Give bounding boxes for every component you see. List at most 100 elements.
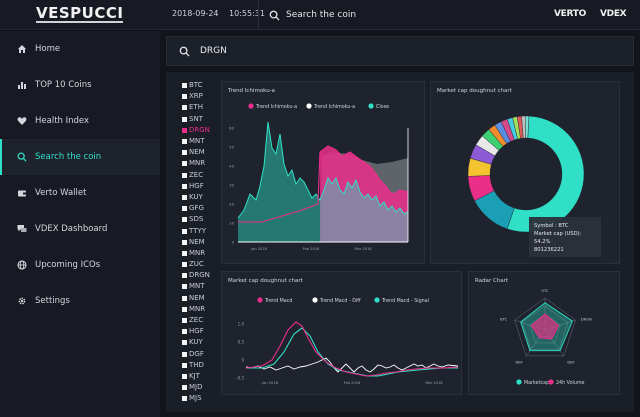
coin-list-item[interactable]: TTYY bbox=[182, 225, 218, 236]
coin-list-item[interactable]: THD bbox=[182, 360, 218, 371]
checkbox-icon[interactable] bbox=[182, 105, 187, 111]
coin-symbol: MNR bbox=[189, 248, 206, 257]
coin-list-item[interactable]: HGF bbox=[182, 326, 218, 337]
coin-list-item[interactable]: HGF bbox=[182, 181, 218, 192]
coin-symbol: NEM bbox=[189, 148, 205, 157]
coin-list-item[interactable]: ETH bbox=[182, 102, 218, 113]
checkbox-icon[interactable] bbox=[182, 127, 187, 133]
coin-list-item[interactable]: MNR bbox=[182, 248, 218, 259]
radar-axis-label: VTC bbox=[542, 289, 549, 293]
coin-list-item[interactable]: SNT bbox=[182, 114, 218, 125]
coin-list-item[interactable]: DGF bbox=[182, 349, 218, 360]
checkbox-icon[interactable] bbox=[182, 340, 187, 346]
coin-search-input[interactable]: DRGN bbox=[166, 36, 634, 66]
coin-list-item[interactable]: DRGN bbox=[182, 125, 218, 136]
macd-line bbox=[245, 321, 459, 377]
y-tick-label: 10 bbox=[229, 221, 234, 226]
checkbox-icon[interactable] bbox=[182, 139, 187, 145]
checkbox-icon[interactable] bbox=[182, 262, 187, 268]
checkbox-icon[interactable] bbox=[182, 228, 187, 234]
y-tick-label: 0.5 bbox=[238, 340, 245, 345]
top-search-button[interactable]: Search the coin bbox=[258, 0, 356, 30]
checkbox-icon[interactable] bbox=[182, 194, 187, 200]
checkbox-icon[interactable] bbox=[182, 161, 187, 167]
coin-list-item[interactable]: SDS bbox=[182, 214, 218, 225]
coin-list-item[interactable]: MNT bbox=[182, 136, 218, 147]
checkbox-icon[interactable] bbox=[182, 150, 187, 156]
checkbox-icon[interactable] bbox=[182, 239, 187, 245]
coin-symbol: GFG bbox=[189, 204, 204, 213]
checkbox-icon[interactable] bbox=[182, 94, 187, 100]
sidebar: Home TOP 10 Coins Health Index Search th… bbox=[0, 31, 160, 417]
coin-list-item[interactable]: NEM bbox=[182, 237, 218, 248]
legend-marker-icon bbox=[368, 103, 374, 109]
sidebar-item-search[interactable]: Search the coin bbox=[0, 139, 160, 175]
vdex-logo[interactable]: VDEX bbox=[600, 9, 627, 19]
logo[interactable]: VESPUCCI bbox=[36, 4, 124, 23]
coin-list-item[interactable]: MNR bbox=[182, 158, 218, 169]
coin-list-item[interactable]: GFG bbox=[182, 203, 218, 214]
checkbox-icon[interactable] bbox=[182, 351, 187, 357]
legend-marker-icon bbox=[374, 297, 380, 303]
coin-list-item[interactable]: XRP bbox=[182, 91, 218, 102]
sidebar-item-top10[interactable]: TOP 10 Coins bbox=[0, 67, 160, 103]
coin-list-item[interactable]: MNT bbox=[182, 281, 218, 292]
coin-list-item[interactable]: ZEC bbox=[182, 170, 218, 181]
checkbox-icon[interactable] bbox=[182, 217, 187, 223]
sidebar-item-wallet[interactable]: Verto Wallet bbox=[0, 175, 160, 211]
macd-chart: Trend Macd Trend Macd - Diff Trend Macd - … bbox=[236, 297, 459, 385]
coin-list-item[interactable]: KUY bbox=[182, 192, 218, 203]
x-tick-label: Jan 2018 bbox=[250, 247, 268, 251]
panel-title: Market cap doughnut chart bbox=[228, 278, 303, 284]
sidebar-item-label: VDEX Dashboard bbox=[35, 224, 108, 234]
y-tick-label: 30 bbox=[229, 183, 234, 188]
sidebar-item-vdex[interactable]: VDEX Dashboard bbox=[0, 211, 160, 247]
coin-list-item[interactable]: NEM bbox=[182, 147, 218, 158]
coin-symbol: MNR bbox=[189, 159, 206, 168]
checkbox-icon[interactable] bbox=[182, 284, 187, 290]
bar-chart-icon bbox=[16, 80, 28, 90]
checkbox-icon[interactable] bbox=[182, 396, 187, 402]
coin-list-item[interactable]: ZUC bbox=[182, 259, 218, 270]
tooltip-box bbox=[529, 217, 601, 257]
sidebar-item-icos[interactable]: Upcoming ICOs bbox=[0, 247, 160, 283]
sidebar-item-label: Home bbox=[35, 44, 61, 54]
sidebar-item-home[interactable]: Home bbox=[0, 31, 160, 67]
checkbox-icon[interactable] bbox=[182, 83, 187, 89]
ichimoku-a-line bbox=[238, 145, 409, 223]
coin-list-item[interactable]: KJT bbox=[182, 371, 218, 382]
coin-symbol: SDS bbox=[189, 215, 204, 224]
coin-list-item[interactable]: ZEC bbox=[182, 315, 218, 326]
checkbox-icon[interactable] bbox=[182, 373, 187, 379]
coin-list-item[interactable]: MJS bbox=[182, 393, 218, 404]
ichimoku-a-area bbox=[320, 146, 408, 242]
checkbox-icon[interactable] bbox=[182, 318, 187, 324]
checkbox-icon[interactable] bbox=[182, 295, 187, 301]
radar-axis-label: DRGN bbox=[581, 317, 592, 321]
checkbox-icon[interactable] bbox=[182, 329, 187, 335]
coin-list-item[interactable]: BTC bbox=[182, 80, 218, 91]
coin-list-item[interactable]: NEM bbox=[182, 293, 218, 304]
coin-list-item[interactable]: DRGN bbox=[182, 270, 218, 281]
sidebar-item-health[interactable]: Health Index bbox=[0, 103, 160, 139]
legend-marker-icon bbox=[257, 297, 263, 303]
sidebar-item-settings[interactable]: Settings bbox=[0, 283, 160, 319]
coin-symbol: MNT bbox=[189, 282, 205, 291]
coin-list-item[interactable]: MNR bbox=[182, 304, 218, 315]
checkbox-icon[interactable] bbox=[182, 385, 187, 391]
coin-symbol: KUY bbox=[189, 338, 203, 347]
checkbox-icon[interactable] bbox=[182, 273, 187, 279]
checkbox-icon[interactable] bbox=[182, 206, 187, 212]
checkbox-icon[interactable] bbox=[182, 306, 187, 312]
checkbox-icon[interactable] bbox=[182, 172, 187, 178]
coin-list-item[interactable]: MJD bbox=[182, 382, 218, 393]
checkbox-icon[interactable] bbox=[182, 362, 187, 368]
verto-logo[interactable]: VERTO bbox=[554, 9, 586, 19]
checkbox-icon[interactable] bbox=[182, 250, 187, 256]
coin-symbol: MNR bbox=[189, 304, 206, 313]
checkbox-icon[interactable] bbox=[182, 183, 187, 189]
coin-list-item[interactable]: KUY bbox=[182, 337, 218, 348]
datetime: 2018-09-24 10:55:31 bbox=[172, 9, 273, 18]
checkbox-icon[interactable] bbox=[182, 116, 187, 122]
coin-symbol: MJD bbox=[189, 383, 203, 392]
